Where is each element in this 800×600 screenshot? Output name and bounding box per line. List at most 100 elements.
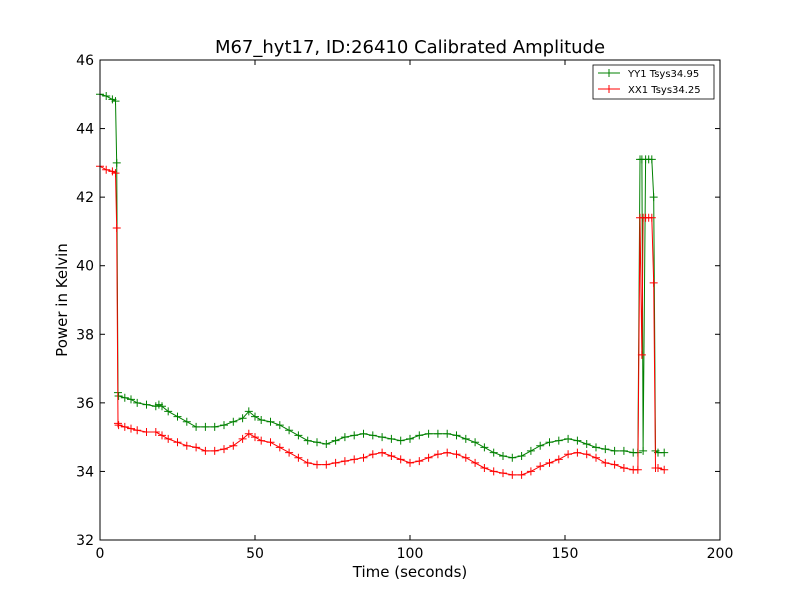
data-point-xx1 — [275, 443, 284, 452]
data-point-yy1 — [508, 453, 517, 462]
data-point-yy1 — [114, 392, 123, 400]
data-point-yy1 — [285, 426, 294, 435]
y-tick-label: 44 — [76, 122, 94, 138]
series-line-xx1 — [99, 165, 665, 476]
data-point-yy1 — [452, 431, 461, 440]
y-tick-label: 46 — [76, 53, 94, 69]
y-axis-label: Power in Kelvin — [53, 243, 71, 357]
data-point-yy1 — [660, 448, 669, 457]
data-point-yy1 — [133, 398, 142, 407]
data-point-xx1 — [660, 465, 669, 474]
data-point-yy1 — [489, 448, 498, 457]
data-point-yy1 — [582, 440, 591, 448]
data-point-xx1 — [322, 460, 331, 469]
data-point-xx1 — [113, 419, 122, 428]
data-point-yy1 — [201, 422, 210, 431]
data-point-yy1 — [415, 431, 424, 440]
data-point-xx1 — [619, 464, 628, 472]
data-point-xx1 — [396, 455, 405, 464]
data-point-yy1 — [499, 452, 507, 460]
data-point-yy1 — [210, 422, 219, 431]
data-point-xx1 — [545, 458, 554, 467]
data-point-xx1 — [564, 450, 573, 459]
plot-frame — [99, 59, 721, 541]
data-point-xx1 — [285, 448, 294, 457]
data-point-xx1 — [647, 213, 656, 222]
legend-marker-xx1 — [605, 85, 613, 93]
data-point-yy1 — [112, 158, 121, 167]
data-point-xx1 — [592, 453, 600, 462]
data-point-xx1 — [102, 165, 111, 174]
y-tick-label: 40 — [76, 259, 94, 275]
tick-layer: 0 50 100 150 200 32 34 36 38 40 42 44 46 — [76, 53, 733, 562]
data-point-yy1 — [294, 431, 303, 440]
data-point-yy1 — [378, 433, 387, 442]
data-point-yy1 — [359, 429, 368, 438]
data-point-yy1 — [564, 434, 573, 443]
legend-label-yy1: YY1 Tsys34.95 — [627, 69, 699, 80]
x-tick-label: 50 — [246, 546, 264, 562]
data-point-xx1 — [536, 462, 545, 471]
data-point-xx1 — [654, 464, 662, 472]
data-point-yy1 — [142, 400, 151, 409]
data-point-xx1 — [127, 424, 135, 433]
chart-title: M67_hyt17, ID:26410 Calibrated Amplitude — [215, 37, 605, 58]
data-point-yy1 — [526, 446, 535, 455]
y-tick-label: 42 — [76, 190, 94, 206]
data-point-xx1 — [331, 458, 340, 467]
data-point-xx1 — [489, 467, 498, 476]
data-point-xx1 — [415, 457, 424, 466]
data-point-xx1 — [378, 448, 387, 457]
data-point-yy1 — [238, 414, 247, 423]
data-point-xx1 — [133, 426, 142, 435]
x-tick-label: 0 — [96, 546, 105, 562]
x-tick-label: 100 — [397, 546, 424, 562]
data-point-yy1 — [102, 92, 111, 100]
data-point-xx1 — [368, 450, 377, 459]
data-point-yy1 — [244, 407, 253, 416]
data-point-yy1 — [257, 416, 266, 424]
data-point-yy1 — [619, 446, 628, 455]
series-layer — [96, 90, 669, 479]
data-point-xx1 — [238, 434, 247, 443]
data-point-yy1 — [192, 422, 201, 431]
data-point-yy1 — [480, 443, 489, 452]
data-point-yy1 — [554, 436, 563, 445]
data-point-xx1 — [294, 453, 303, 462]
data-point-xx1 — [471, 458, 480, 467]
data-point-yy1 — [164, 407, 173, 416]
y-tick-label: 38 — [76, 327, 94, 343]
data-point-xx1 — [257, 436, 266, 445]
series-xx1 — [96, 162, 669, 479]
data-point-xx1 — [424, 453, 433, 462]
data-point-yy1 — [396, 436, 405, 445]
legend-label-xx1: XX1 Tsys34.25 — [628, 85, 701, 96]
data-point-xx1 — [633, 465, 642, 474]
data-point-xx1 — [340, 457, 349, 466]
data-point-yy1 — [368, 431, 377, 440]
data-point-yy1 — [127, 395, 135, 404]
data-point-xx1 — [406, 458, 414, 467]
data-point-yy1 — [610, 446, 619, 455]
data-point-xx1 — [151, 428, 160, 436]
data-point-yy1 — [322, 440, 331, 448]
data-point-xx1 — [452, 450, 461, 459]
data-point-yy1 — [536, 441, 545, 450]
data-point-yy1 — [601, 445, 610, 454]
data-point-xx1 — [313, 460, 321, 469]
data-point-xx1 — [443, 448, 452, 457]
data-point-yy1 — [229, 417, 238, 426]
data-point-xx1 — [359, 453, 368, 462]
data-point-xx1 — [120, 422, 129, 431]
data-point-xx1 — [210, 446, 219, 455]
data-point-xx1 — [229, 441, 238, 450]
data-point-xx1 — [266, 438, 275, 447]
data-point-xx1 — [637, 350, 646, 359]
y-tick-label: 36 — [76, 396, 94, 412]
data-point-xx1 — [499, 469, 507, 478]
data-point-yy1 — [120, 393, 129, 402]
data-point-xx1 — [387, 452, 396, 460]
data-point-xx1 — [610, 460, 619, 469]
data-point-yy1 — [517, 452, 526, 460]
